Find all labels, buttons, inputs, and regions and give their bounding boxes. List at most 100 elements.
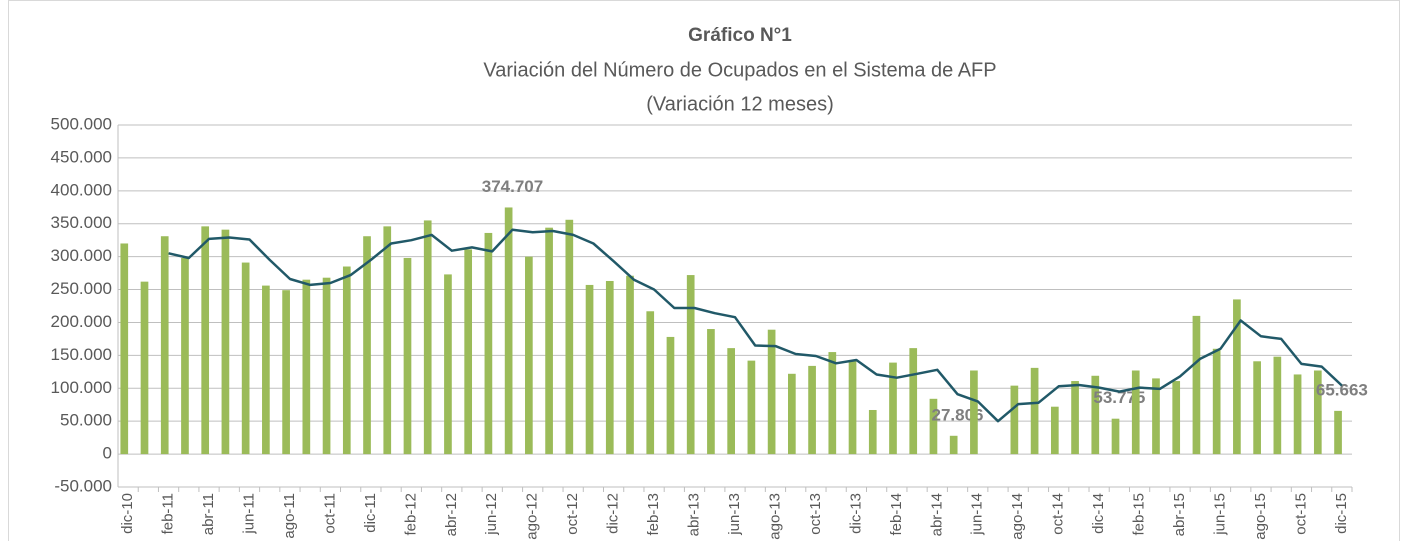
bar: [262, 285, 270, 455]
bar: [1071, 381, 1079, 455]
x-tick-label: ago-15: [1252, 493, 1269, 540]
bar: [444, 274, 452, 455]
bar: [241, 262, 250, 455]
y-tick-label: 100.000: [51, 378, 112, 397]
bar: [504, 207, 513, 455]
bar: [707, 329, 715, 455]
chart-subtitle: (Variación 12 meses): [646, 93, 833, 115]
bar: [686, 275, 695, 455]
x-tick-label: dic-12: [605, 493, 622, 534]
bar: [868, 409, 877, 455]
x-tick-label: ago-14: [1009, 493, 1026, 540]
x-tick-label: feb-15: [1131, 493, 1148, 536]
bar: [828, 352, 837, 455]
x-tick-label: oct-15: [1292, 493, 1309, 535]
bar: [1273, 356, 1282, 455]
x-tick-label: jun-12: [483, 493, 500, 536]
bar: [342, 266, 351, 455]
bar: [1172, 381, 1181, 455]
bar: [282, 290, 290, 455]
bar: [423, 220, 432, 455]
bar: [383, 226, 392, 455]
bar: [363, 236, 371, 455]
x-tick-label: dic-15: [1333, 493, 1350, 534]
bar: [120, 243, 129, 455]
chart-title: Gráfico N°1: [688, 25, 792, 46]
bar: [808, 365, 816, 455]
bar: [140, 281, 149, 455]
bar: [484, 232, 493, 455]
x-tick-label: ago-12: [524, 493, 541, 540]
bar: [767, 329, 776, 455]
bar: [666, 336, 675, 455]
bar: [1233, 299, 1241, 455]
bar: [525, 256, 533, 455]
y-tick-label: 0: [103, 444, 112, 463]
bar: [626, 275, 634, 455]
x-tick-label: oct-12: [564, 493, 581, 535]
bar: [1131, 370, 1140, 455]
bar: [929, 398, 938, 455]
x-tick-label: dic-11: [362, 493, 379, 533]
bar: [970, 370, 978, 455]
chart-frame: [8, 0, 1400, 541]
x-tick-label: feb-12: [402, 493, 419, 536]
bar: [403, 257, 412, 455]
y-tick-label: 500.000: [51, 114, 112, 133]
x-tick-label: jun-11: [240, 493, 257, 535]
x-tick-label: oct-14: [1050, 493, 1067, 535]
bar: [1152, 378, 1160, 455]
bar: [1212, 348, 1221, 455]
bar: [889, 362, 897, 455]
bar: [1313, 370, 1322, 455]
bar: [221, 229, 230, 455]
x-tick-label: dic-13: [847, 493, 864, 534]
x-tick-label: abr-15: [1171, 493, 1188, 536]
bar: [565, 219, 574, 455]
x-tick-label: abr-12: [443, 493, 460, 536]
x-tick-label: abr-14: [928, 493, 945, 536]
bar: [302, 279, 311, 455]
bar: [727, 348, 735, 455]
bar: [464, 249, 473, 455]
y-tick-label: 300.000: [51, 246, 112, 265]
bar: [1293, 374, 1302, 455]
x-tick-label: oct-13: [807, 493, 824, 535]
x-tick-label: abr-11: [200, 493, 217, 535]
data-label: 374.707: [482, 177, 543, 196]
x-tick-label: jun-15: [1211, 493, 1228, 536]
bar: [1010, 385, 1019, 455]
bar: [848, 360, 857, 455]
bar: [1253, 361, 1261, 455]
y-tick-label: 400.000: [51, 180, 112, 199]
bar: [160, 236, 169, 455]
y-tick-label: 250.000: [51, 279, 112, 298]
bar: [1050, 406, 1059, 455]
bar: [322, 277, 331, 455]
bar: [585, 284, 594, 455]
x-tick-label: jun-14: [969, 493, 986, 536]
bar: [1111, 418, 1120, 455]
bar: [605, 280, 614, 455]
x-tick-label: jun-13: [726, 493, 743, 536]
y-tick-label: -50.000: [54, 476, 112, 495]
line: [168, 228, 1343, 423]
y-tick-label: 50.000: [60, 411, 112, 430]
bar: [646, 311, 655, 455]
bar: [788, 373, 796, 455]
bar: [181, 257, 189, 455]
x-tick-label: abr-13: [686, 493, 703, 536]
bar: [747, 360, 756, 455]
chart-subtitle: Variación del Número de Ocupados en el S…: [483, 59, 996, 81]
bar: [201, 226, 210, 455]
x-tick-label: dic-14: [1090, 493, 1107, 534]
bar: [1030, 367, 1039, 455]
x-tick-label: feb-14: [888, 493, 905, 536]
y-tick-label: 450.000: [51, 147, 112, 166]
x-tick-label: oct-11: [321, 493, 338, 534]
bar: [1091, 375, 1100, 455]
y-tick-label: 350.000: [51, 213, 112, 232]
bar: [1192, 315, 1201, 455]
x-tick-label: ago-13: [766, 493, 783, 540]
